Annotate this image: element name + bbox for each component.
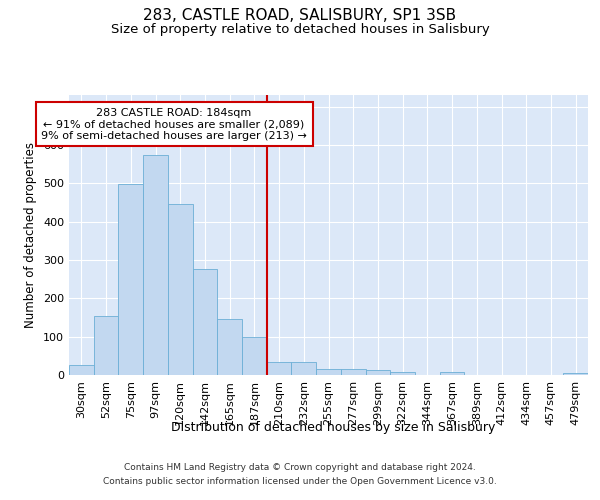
Bar — [168, 204, 193, 375]
Y-axis label: Number of detached properties: Number of detached properties — [25, 142, 37, 328]
Bar — [217, 318, 242, 375]
Bar — [267, 362, 292, 375]
Text: 283, CASTLE ROAD, SALISBURY, SP1 3SB: 283, CASTLE ROAD, SALISBURY, SP1 3SB — [143, 8, 457, 22]
Text: Distribution of detached houses by size in Salisbury: Distribution of detached houses by size … — [171, 421, 495, 434]
Bar — [563, 372, 588, 375]
Bar — [94, 316, 118, 375]
Text: 283 CASTLE ROAD: 184sqm
← 91% of detached houses are smaller (2,089)
9% of semi-: 283 CASTLE ROAD: 184sqm ← 91% of detache… — [41, 108, 307, 141]
Bar — [193, 269, 217, 375]
Bar — [316, 369, 341, 375]
Text: Contains HM Land Registry data © Crown copyright and database right 2024.: Contains HM Land Registry data © Crown c… — [124, 464, 476, 472]
Bar — [143, 155, 168, 375]
Bar — [365, 370, 390, 375]
Text: Size of property relative to detached houses in Salisbury: Size of property relative to detached ho… — [110, 22, 490, 36]
Bar — [341, 369, 365, 375]
Text: Contains public sector information licensed under the Open Government Licence v3: Contains public sector information licen… — [103, 477, 497, 486]
Bar — [242, 338, 267, 375]
Bar — [69, 366, 94, 375]
Bar — [292, 362, 316, 375]
Bar — [390, 372, 415, 375]
Bar — [440, 372, 464, 375]
Bar — [118, 184, 143, 375]
